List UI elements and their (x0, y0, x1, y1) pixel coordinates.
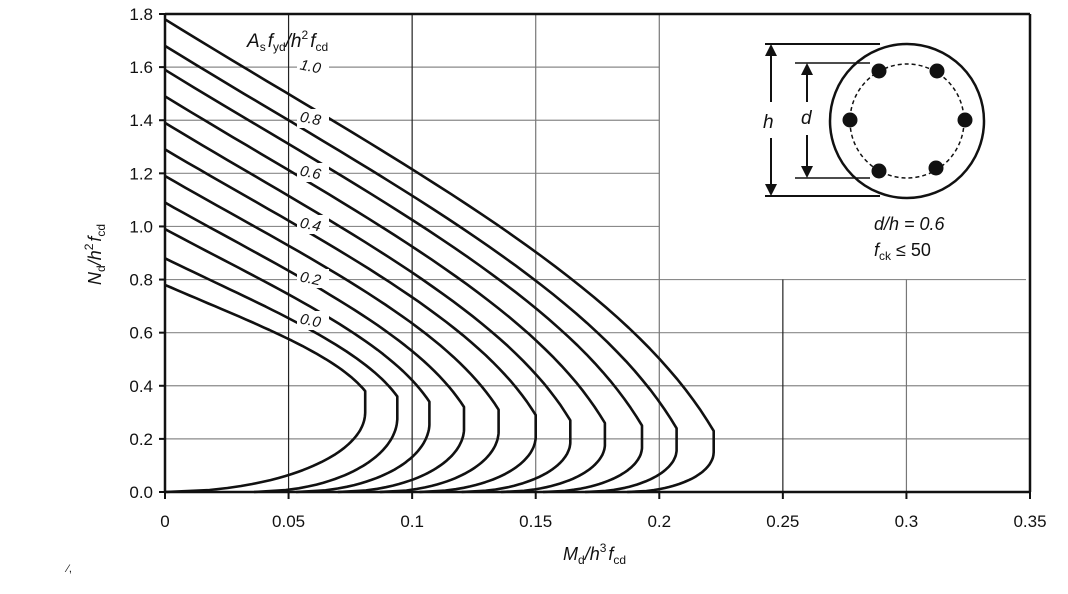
fck-f: f (874, 240, 881, 260)
rebar-dot (928, 160, 944, 176)
x-label-h: /h (583, 544, 600, 564)
x-tick-label: 0.25 (766, 512, 799, 531)
x-label-f: f (608, 544, 615, 564)
legend-h: /h (284, 31, 302, 52)
stray-mark: ⁄, (64, 563, 72, 575)
rebar-dot (871, 163, 887, 179)
y-tick-label: 0.4 (129, 377, 153, 396)
fck-text: fck ≤ 50 (874, 240, 931, 263)
y-label-h: /h (85, 250, 105, 267)
interaction-curve (164, 18, 715, 494)
fck-rest: ≤ 50 (891, 240, 931, 260)
x-label-sup: 3 (600, 541, 607, 555)
x-label-cd: cd (613, 553, 626, 567)
fck-sub: ck (879, 249, 892, 263)
y-axis-label: Nd/h2fcd (82, 224, 108, 285)
interaction-curve (164, 68, 644, 494)
legend-sup: 2 (302, 28, 309, 42)
y-label-cd: cd (94, 224, 108, 237)
interaction-curve (164, 283, 367, 494)
curve-label: 0.0 (298, 310, 323, 331)
curve-label-bg (297, 215, 329, 234)
curve-label: 0.8 (298, 108, 323, 129)
interaction-curve (164, 227, 431, 494)
y-tick-label: 0.6 (129, 324, 153, 343)
curve-labels: 0.0 0.2 0.4 0.6 0.8 1.0 (297, 56, 329, 332)
y-label-sup: 2 (82, 243, 96, 250)
x-tick-label: 0.2 (647, 512, 671, 531)
y-label-f: f (85, 235, 105, 242)
legend-A: A (246, 31, 260, 52)
interaction-curve (164, 148, 537, 494)
tick-labels: 0.0 0.2 0.4 0.6 0.8 1.0 1.2 1.4 1.6 1.8 0 0.05 0.1 0.… (129, 5, 1046, 531)
axes (159, 12, 1032, 499)
interaction-curve (164, 44, 678, 494)
arrow-up-icon (765, 44, 777, 56)
legend-yd: yd (273, 40, 286, 54)
legend-cd: cd (315, 40, 328, 54)
dim-d-label: d (801, 108, 813, 129)
x-tick-label: 0.3 (895, 512, 919, 531)
y-label-d: d (94, 265, 108, 272)
x-tick-label: 0.1 (400, 512, 424, 531)
interaction-curve (164, 95, 607, 494)
curve-label-bg (297, 269, 329, 288)
interaction-curve (164, 201, 466, 494)
curve-label: 0.2 (298, 268, 323, 289)
y-tick-label: 0.0 (129, 483, 153, 502)
x-axis-label: Md/h3 fcd (563, 541, 626, 567)
curve-label: 0.6 (298, 162, 323, 183)
arrow-down-icon (801, 166, 813, 178)
x-tick-label: 0.35 (1013, 512, 1046, 531)
y-tick-label: 1.8 (129, 5, 153, 24)
curve-label-bg (297, 57, 329, 76)
interaction-curves (164, 18, 715, 494)
rebar-dot (929, 63, 945, 79)
y-tick-label: 0.2 (129, 430, 153, 449)
section-outline (828, 42, 986, 200)
arrow-down-icon (765, 184, 777, 196)
curve-label: 1.0 (298, 56, 323, 77)
curve-label-bg (297, 163, 329, 182)
interaction-curve (164, 257, 399, 494)
interaction-curve (164, 174, 500, 494)
arrow-up-icon (801, 63, 813, 75)
curve-label-bg (297, 109, 329, 128)
y-label-N: N (85, 271, 105, 285)
dim-h-label: h (763, 112, 774, 133)
rebar-dot (957, 112, 973, 128)
x-tick-label: 0 (160, 512, 169, 531)
legend-f2: f (310, 31, 317, 52)
legend-s: s (260, 40, 266, 54)
rebar-dot (871, 63, 887, 79)
rebar-dot (842, 112, 858, 128)
y-tick-label: 1.2 (129, 164, 153, 183)
x-label-M: M (563, 544, 578, 564)
curve-label: 0.4 (298, 214, 322, 235)
legend-f1: f (268, 31, 275, 52)
y-tick-label: 1.0 (129, 217, 153, 236)
y-tick-label: 1.6 (129, 58, 153, 77)
legend-title: As fyd/h2 fcd (246, 28, 328, 54)
gridlines (165, 13, 1030, 492)
x-tick-label: 0.05 (272, 512, 305, 531)
y-tick-label: 0.8 (129, 271, 153, 290)
rebar-circle (849, 63, 965, 179)
x-tick-label: 0.15 (519, 512, 552, 531)
curve-label-bg (297, 311, 329, 330)
cross-section-diagram: h d d/h = 0.6 fck ≤ 50 (763, 42, 986, 263)
ratio-text: d/h = 0.6 (874, 214, 946, 234)
x-label-d: d (578, 553, 585, 567)
y-tick-label: 1.4 (129, 111, 153, 130)
interaction-curve (164, 121, 572, 494)
